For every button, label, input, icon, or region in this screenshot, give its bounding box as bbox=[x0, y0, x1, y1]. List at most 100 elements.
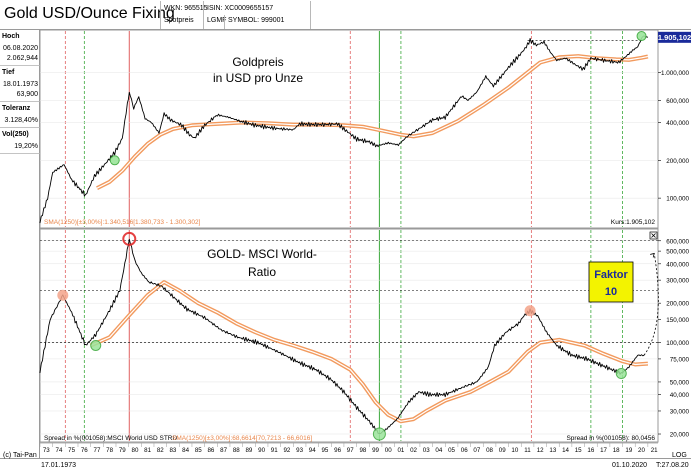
marker-dot bbox=[524, 305, 536, 317]
start-date-label: 17.01.1973 bbox=[41, 462, 77, 469]
gold-title: Goldpreis in USD pro Unze bbox=[213, 55, 303, 85]
x-tick-label: 87 bbox=[220, 447, 227, 454]
x-tick-label: 00 bbox=[385, 447, 392, 454]
high-value: 2.062,944 bbox=[6, 55, 38, 62]
x-tick-label: 16 bbox=[587, 447, 594, 454]
current-price-badge-bg bbox=[658, 31, 691, 43]
gold-sma-indicator: SMA(1250)[±3,00%]:1.340,516[1.380,733 - … bbox=[44, 219, 201, 226]
y-tick-label: 50,000 bbox=[670, 379, 690, 386]
x-tick-label: 98 bbox=[359, 447, 366, 454]
gold-price-panel: 100,000 200,000 400,000 600,000 1.000,000 Go… bbox=[39, 29, 691, 229]
header-divider bbox=[160, 1, 161, 29]
x-tick-label: 79 bbox=[119, 447, 126, 454]
x-tick-label: 13 bbox=[549, 447, 556, 454]
x-tick-label: 90 bbox=[258, 447, 265, 454]
ratio-indicator-right: Spread in %(001058): 80,0456 bbox=[566, 435, 655, 442]
y-tick-label: 400,000 bbox=[666, 120, 689, 127]
y-tick-label: 100,000 bbox=[666, 196, 689, 203]
x-tick-label: 77 bbox=[94, 447, 101, 454]
marker-dot bbox=[90, 339, 102, 351]
x-tick-label: 03 bbox=[423, 447, 430, 454]
y-tick-label: 200,000 bbox=[666, 301, 689, 308]
panel-separator bbox=[0, 101, 40, 102]
x-tick-label: 12 bbox=[537, 447, 544, 454]
x-tick-label: 07 bbox=[473, 447, 480, 454]
header-divider bbox=[224, 15, 225, 29]
x-axis: 73 74 75 76 77 78 79 80 81 82 83 84 85 86 87 88 89 90 91 92… bbox=[39, 442, 658, 454]
x-tick-label: 04 bbox=[435, 447, 442, 454]
x-tick-label: 93 bbox=[296, 447, 303, 454]
x-tick-label: 02 bbox=[410, 447, 417, 454]
x-tick-label: 11 bbox=[524, 447, 531, 454]
faktor-value: 10 bbox=[605, 286, 617, 298]
volatility-label: Vol(250) bbox=[2, 131, 29, 138]
header-divider bbox=[203, 1, 204, 29]
y-tick-label: 20,000 bbox=[670, 432, 690, 439]
y-tick-label: 40,000 bbox=[670, 392, 690, 399]
isin-label: ISIN: XC0009655157 bbox=[207, 5, 274, 12]
exchange-label: LGMF bbox=[207, 17, 227, 24]
gold-panel-frame bbox=[39, 29, 659, 229]
y-tick-label: 200,000 bbox=[666, 158, 689, 165]
x-tick-label: 01 bbox=[397, 447, 404, 454]
x-tick-label: 15 bbox=[575, 447, 582, 454]
x-tick-label: 89 bbox=[245, 447, 252, 454]
ratio-title-line2: Ratio bbox=[248, 265, 276, 279]
x-tick-label: 20 bbox=[638, 447, 645, 454]
x-tick-label: 18 bbox=[613, 447, 620, 454]
y-tick-label: 1.000,000 bbox=[661, 70, 690, 77]
x-tick-label: 05 bbox=[448, 447, 455, 454]
ratio-title-line1: GOLD- MSCI World- bbox=[207, 247, 317, 261]
x-tick-label: 10 bbox=[511, 447, 518, 454]
ratio-panel: 20,000 30,000 40,000 50,000 75,000 100,000 150… bbox=[39, 228, 690, 443]
x-axis-labels: 73 74 75 76 77 78 79 80 81 82 83 84 85 86 87 88 89 90 91 92… bbox=[39, 443, 658, 454]
x-tick-label: 76 bbox=[81, 447, 88, 454]
y-tick-label: 150,000 bbox=[666, 317, 689, 324]
ratio-projection bbox=[643, 253, 659, 356]
ratio-sma-indicator: SMA(1250)[±3,00%]:68,6614[70,7213 - 66,6… bbox=[172, 435, 312, 442]
x-tick-label: 88 bbox=[233, 447, 240, 454]
y-tick-label: 300,000 bbox=[666, 278, 689, 285]
copyright-label: (c) Tai-Pan bbox=[3, 452, 37, 459]
x-tick-label: 85 bbox=[195, 447, 202, 454]
status-bar: (c) Tai-Pan 17.01.1973 01.10.2020 T:27.0… bbox=[0, 452, 691, 474]
volatility-value: 19,20% bbox=[14, 143, 38, 150]
x-tick-label: 80 bbox=[132, 447, 139, 454]
header-divider bbox=[310, 1, 311, 29]
marker-dot bbox=[615, 368, 627, 380]
marker-dot bbox=[109, 155, 120, 166]
x-tick-label: 78 bbox=[106, 447, 113, 454]
y-tick-label: 600,000 bbox=[666, 98, 689, 105]
gold-vertical-lines bbox=[64, 31, 623, 227]
gold-y-axis: 100,000 200,000 400,000 600,000 1.000,000 bbox=[658, 70, 689, 203]
panel-separator bbox=[0, 65, 40, 66]
ratio-gridlines bbox=[40, 240, 658, 435]
panel-separator bbox=[0, 127, 40, 128]
gold-gridlines bbox=[40, 72, 658, 199]
gold-sma-band bbox=[96, 54, 649, 190]
x-tick-label: 09 bbox=[499, 447, 506, 454]
marker-dot bbox=[122, 231, 137, 246]
end-date-label: 01.10.2020 bbox=[612, 462, 648, 469]
ratio-markers bbox=[57, 231, 627, 441]
projection-arrow-icon bbox=[650, 252, 655, 258]
current-price-badge: 1.905,102 bbox=[658, 31, 691, 43]
low-date: 18.01.1973 bbox=[2, 81, 38, 88]
wkn-label: WKN: 965515 bbox=[164, 5, 208, 12]
x-tick-label: 81 bbox=[144, 447, 151, 454]
x-tick-label: 14 bbox=[562, 447, 569, 454]
x-tick-label: 19 bbox=[625, 447, 632, 454]
tolerance-label: Toleranz bbox=[2, 105, 31, 112]
x-tick-label: 06 bbox=[461, 447, 468, 454]
x-tick-label: 82 bbox=[157, 447, 164, 454]
gold-markers bbox=[109, 31, 647, 166]
ratio-title: GOLD- MSCI World- Ratio bbox=[207, 247, 317, 279]
x-tick-label: 94 bbox=[309, 447, 316, 454]
close-icon[interactable] bbox=[649, 231, 658, 240]
gold-title-line1: Goldpreis bbox=[232, 55, 283, 69]
log-scale-toggle[interactable]: LOG bbox=[672, 452, 687, 459]
x-tick-label: 95 bbox=[321, 447, 328, 454]
ratio-indicator-left: Spread in %(001058):MSCI World USD STRD bbox=[44, 435, 177, 442]
gold-title-line2: in USD pro Unze bbox=[213, 71, 303, 85]
ratio-y-axis: 20,000 30,000 40,000 50,000 75,000 100,000 150… bbox=[658, 238, 690, 439]
